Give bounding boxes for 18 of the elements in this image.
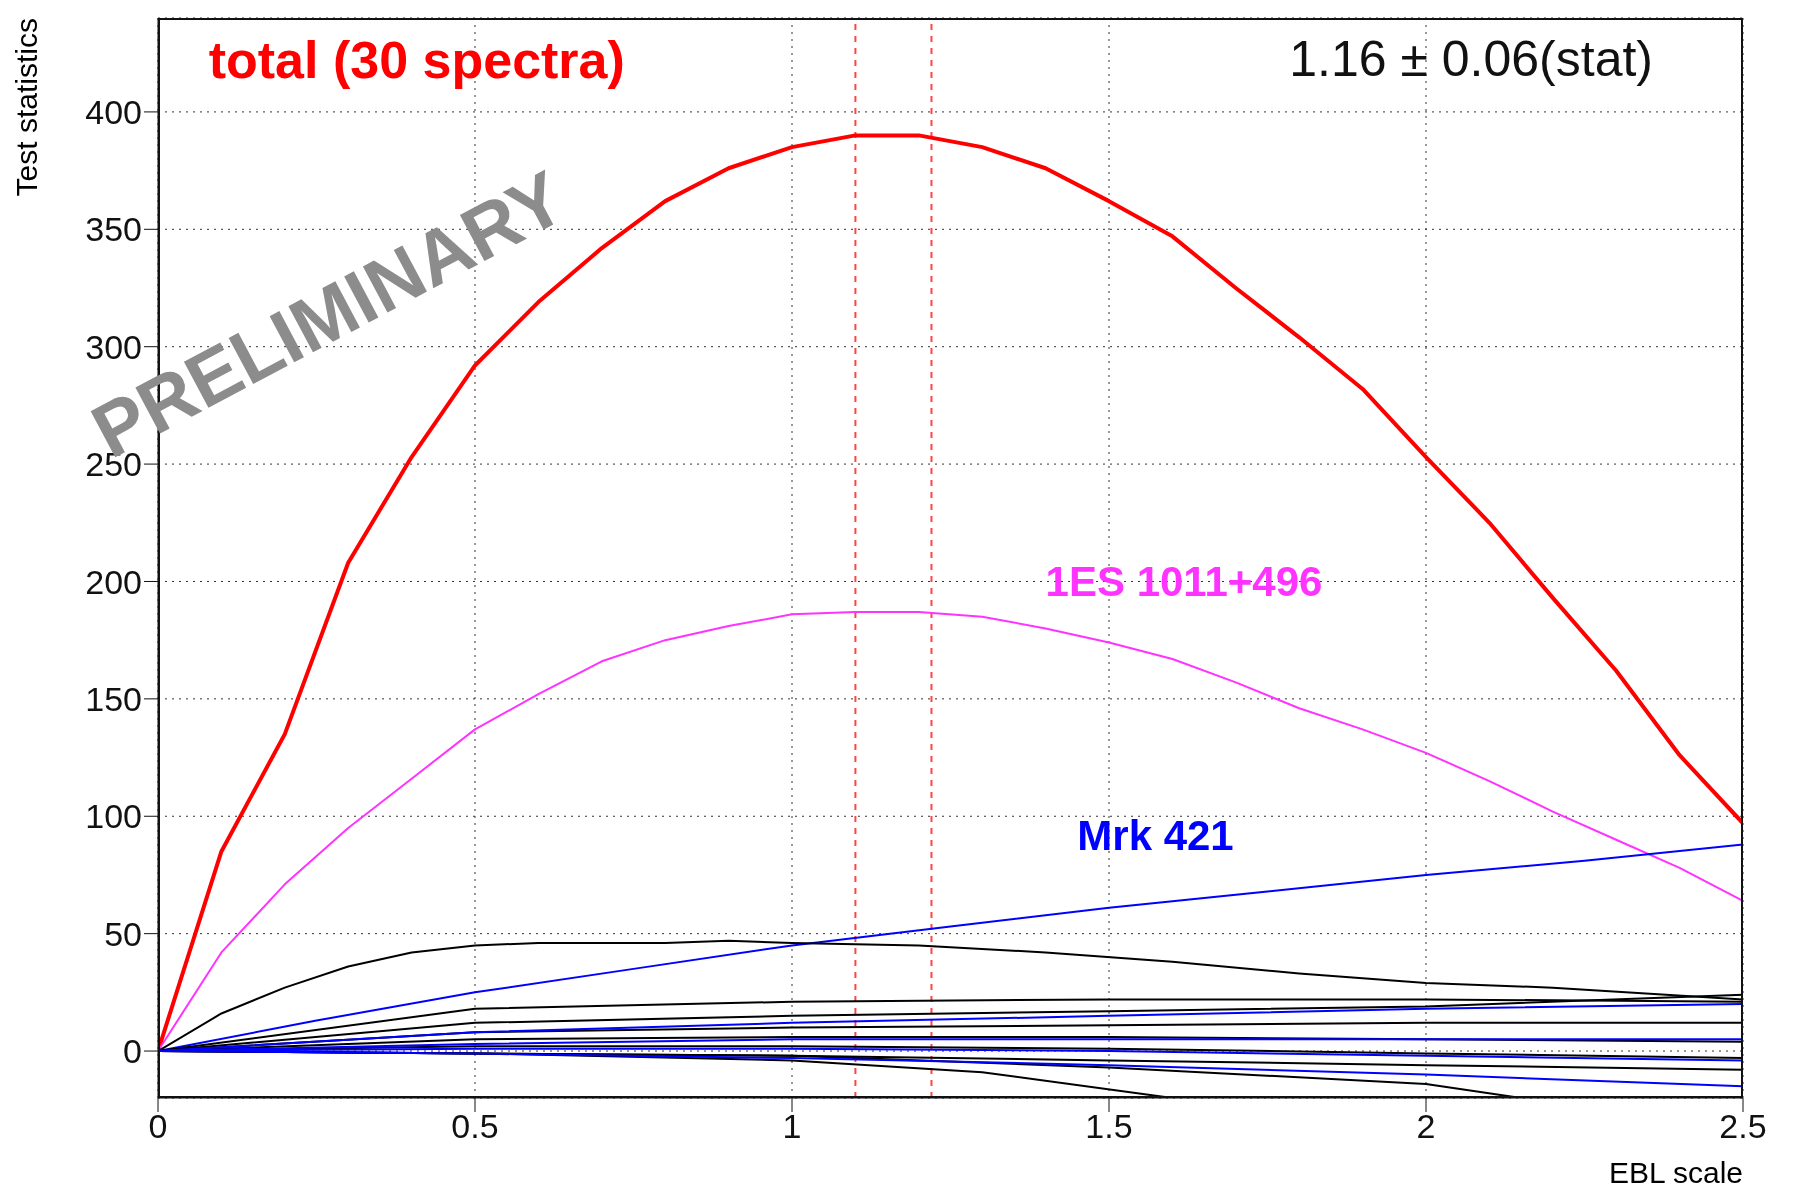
text: total (30 spectra) bbox=[208, 29, 625, 90]
y-tick-label: 0 bbox=[123, 1032, 142, 1071]
x-tick-label: 0.5 bbox=[451, 1107, 499, 1146]
x-tick-label: 2.5 bbox=[1719, 1107, 1767, 1146]
x-tick-label: 0 bbox=[148, 1107, 168, 1146]
y-tick-label: 400 bbox=[85, 92, 142, 131]
x-tick-label: 1.5 bbox=[1085, 1107, 1133, 1146]
series-label: 1ES 1011+496 bbox=[1045, 558, 1323, 606]
series-label: Mrk 421 bbox=[1077, 811, 1234, 860]
annotation: 1.16 ± 0.06(stat) bbox=[1289, 30, 1653, 88]
y-tick-label: 50 bbox=[104, 914, 142, 953]
y-tick-label: 200 bbox=[85, 562, 142, 601]
x-axis-title: EBL scale bbox=[1609, 1156, 1743, 1190]
x-tick-label: 2 bbox=[1416, 1107, 1436, 1146]
y-tick-label: 100 bbox=[85, 797, 142, 836]
y-axis-title: Test statistics bbox=[10, 18, 44, 197]
x-tick-label: 1 bbox=[782, 1107, 802, 1146]
y-tick-label: 150 bbox=[85, 679, 142, 718]
